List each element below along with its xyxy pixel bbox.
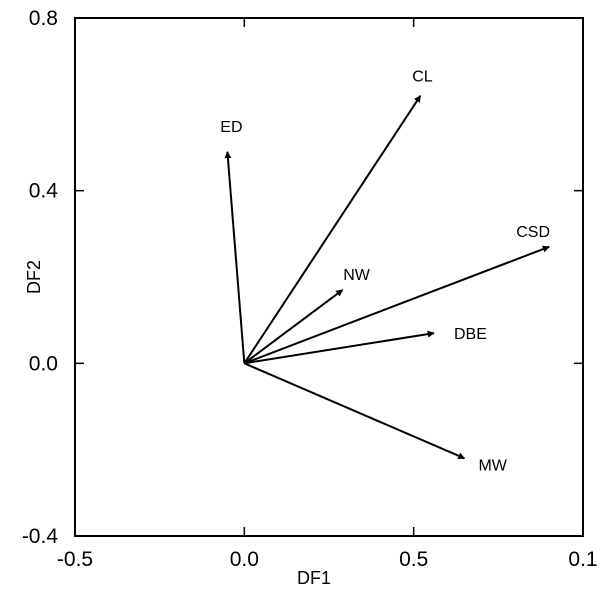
vector-label-cl: CL bbox=[412, 69, 433, 86]
y-tick-label: 0.4 bbox=[29, 180, 59, 203]
y-tick-label: 0.0 bbox=[29, 352, 58, 375]
x-tick-label: -0.5 bbox=[57, 548, 93, 571]
y-tick-label: 0.8 bbox=[29, 7, 58, 30]
vector-arrow-csd bbox=[243, 245, 550, 365]
vector-label-mw: MW bbox=[478, 457, 507, 474]
y-tick-label: -0.4 bbox=[22, 525, 59, 548]
x-tick-label: 0.1 bbox=[568, 548, 597, 571]
vector-arrow-nw bbox=[243, 289, 344, 365]
vector-label-nw: NW bbox=[343, 267, 371, 284]
x-tick-label: 0.5 bbox=[399, 548, 428, 571]
vector-arrow-ed bbox=[224, 151, 246, 364]
x-axis-title: DF1 bbox=[297, 568, 331, 588]
vector-arrow-dbe bbox=[244, 330, 435, 365]
vector-label-dbe: DBE bbox=[454, 326, 487, 343]
vector-layer: ED CL CSD NW DBE MW bbox=[220, 69, 550, 475]
vector-arrow-mw bbox=[243, 362, 466, 460]
y-axis-ticks: -0.4 0.0 0.4 0.8 bbox=[22, 7, 583, 548]
x-tick-label: 0.0 bbox=[230, 548, 259, 571]
vector-label-csd: CSD bbox=[516, 224, 550, 241]
plot-frame bbox=[74, 17, 584, 537]
vector-arrow-cl bbox=[243, 95, 422, 364]
y-axis-title: DF2 bbox=[24, 260, 44, 294]
x-axis-ticks: -0.5 0.0 0.5 0.1 bbox=[57, 18, 598, 571]
vector-label-ed: ED bbox=[220, 119, 242, 136]
